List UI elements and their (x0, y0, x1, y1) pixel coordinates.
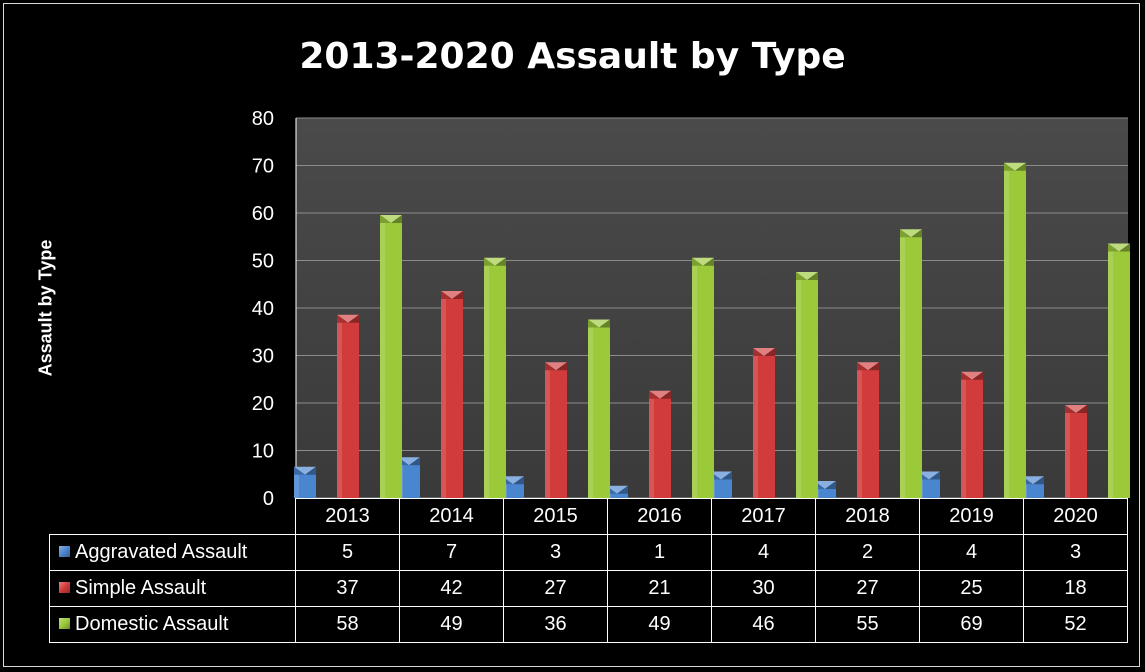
data-label: 49 (399, 606, 504, 643)
data-label: 37 (295, 570, 400, 607)
data-label: 69 (919, 606, 1024, 643)
y-tick-label: 50 (252, 251, 274, 273)
data-table: 2013 2014 2015 2016 2017 2018 2019 2020 Aggrava… (49, 498, 1128, 643)
legend-swatch (59, 618, 70, 630)
y-tick-label: 60 (252, 203, 274, 225)
bar-simple-assault (337, 314, 359, 498)
legend-swatch (59, 546, 70, 558)
x-tick-label: 2017 (711, 498, 816, 535)
x-tick-label: 2014 (399, 498, 504, 535)
x-tick-label: 2015 (503, 498, 608, 535)
y-tick-label: 70 (252, 156, 274, 178)
data-label: 52 (1023, 606, 1128, 643)
data-label: 2 (815, 534, 920, 571)
series-name: Domestic Assault (75, 613, 229, 635)
bar-domestic-assault (900, 229, 922, 498)
data-label: 3 (503, 534, 608, 571)
series-name: Simple Assault (75, 577, 207, 599)
data-label: 4 (711, 534, 816, 571)
bar-aggravated-assault (294, 466, 316, 498)
table-corner (50, 499, 296, 535)
bar-domestic-assault (588, 319, 610, 498)
data-label: 46 (711, 606, 816, 643)
chart-title: 2013-2020 Assault by Type (299, 36, 846, 77)
table-row: Simple Assault 37 42 27 21 30 27 25 18 (49, 570, 1128, 607)
table-row: Aggravated Assault 5 7 3 1 4 2 4 3 (49, 534, 1128, 571)
bar-simple-assault (441, 291, 463, 498)
bar-simple-assault (961, 371, 983, 498)
series-name: Aggravated Assault (75, 541, 248, 563)
bar-simple-assault (1065, 405, 1087, 498)
table-header-row: 2013 2014 2015 2016 2017 2018 2019 2020 (50, 498, 1128, 535)
x-tick-label: 2016 (607, 498, 712, 535)
bar-simple-assault (857, 362, 879, 498)
data-label: 55 (815, 606, 920, 643)
bar-simple-assault (649, 390, 671, 498)
data-label: 27 (503, 570, 608, 607)
data-label: 4 (919, 534, 1024, 571)
y-tick-label: 30 (252, 346, 274, 368)
data-label: 21 (607, 570, 712, 607)
x-tick-label: 2013 (295, 498, 400, 535)
data-label: 36 (503, 606, 608, 643)
y-tick-label: 10 (252, 441, 274, 463)
chart-frame (3, 3, 1140, 667)
data-label: 25 (919, 570, 1024, 607)
y-tick-label: 20 (252, 393, 274, 415)
bar-domestic-assault (796, 272, 818, 498)
x-tick-label: 2020 (1023, 498, 1128, 535)
series-label: Domestic Assault (49, 606, 296, 643)
series-label: Simple Assault (49, 570, 296, 607)
bar-simple-assault (545, 362, 567, 498)
data-label: 7 (399, 534, 504, 571)
data-label: 58 (295, 606, 400, 643)
y-tick-label: 40 (252, 298, 274, 320)
x-tick-label: 2019 (919, 498, 1024, 535)
table-row: Domestic Assault 58 49 36 49 46 55 69 52 (49, 606, 1128, 643)
series-label: Aggravated Assault (49, 534, 296, 571)
bar-domestic-assault (1108, 243, 1130, 498)
data-label: 27 (815, 570, 920, 607)
legend-swatch (59, 582, 70, 594)
bar-domestic-assault (380, 215, 402, 498)
bar-domestic-assault (692, 257, 714, 498)
y-tick-label: 0 (263, 488, 274, 510)
bar-domestic-assault (1004, 162, 1026, 498)
bar-simple-assault (753, 348, 775, 498)
data-label: 30 (711, 570, 816, 607)
y-tick-label: 80 (252, 108, 274, 130)
data-label: 42 (399, 570, 504, 607)
data-label: 3 (1023, 534, 1128, 571)
data-label: 1 (607, 534, 712, 571)
data-label: 49 (607, 606, 712, 643)
x-tick-label: 2018 (815, 498, 920, 535)
bar-domestic-assault (484, 257, 506, 498)
data-label: 18 (1023, 570, 1128, 607)
data-label: 5 (295, 534, 400, 571)
